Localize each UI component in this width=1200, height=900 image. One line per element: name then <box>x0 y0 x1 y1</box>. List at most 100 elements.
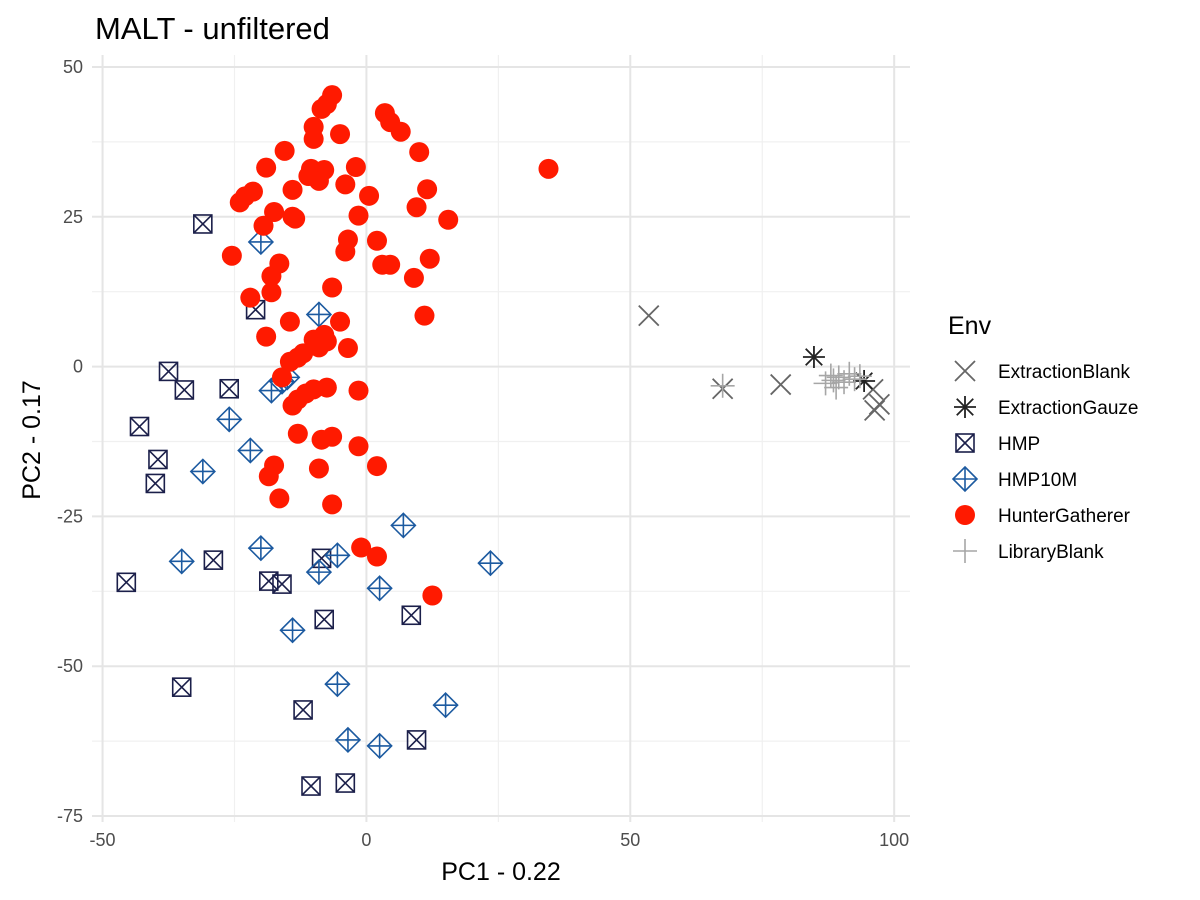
legend-item-extractionblank: ExtractionBlank <box>954 360 1131 383</box>
legend-item-libraryblank: LibraryBlank <box>953 539 1104 563</box>
data-point-huntergatherer <box>409 142 430 163</box>
data-point-huntergatherer <box>285 208 306 229</box>
data-point-huntergatherer <box>256 326 277 347</box>
data-point-huntergatherer <box>271 367 292 388</box>
data-point-hmp <box>148 449 168 470</box>
legend-label: LibraryBlank <box>998 542 1104 563</box>
data-point-hmp10m <box>305 558 333 586</box>
data-point-huntergatherer <box>261 282 282 303</box>
x-tick-label: 100 <box>879 830 909 850</box>
data-point-huntergatherer <box>366 230 387 251</box>
data-point-hmp <box>145 473 166 494</box>
data-point-huntergatherer <box>417 179 438 200</box>
data-point-huntergatherer <box>390 121 411 142</box>
y-tick-label: 0 <box>73 357 83 377</box>
data-point-hmp10m <box>237 437 264 464</box>
data-point-huntergatherer <box>274 140 295 161</box>
data-point-huntergatherer <box>282 395 303 416</box>
data-point-huntergatherer <box>279 351 300 372</box>
data-point-huntergatherer <box>261 266 282 287</box>
legend-key-extractionblank <box>954 360 976 382</box>
data-point-hmp <box>406 730 427 750</box>
series-libraryblank <box>710 361 872 400</box>
data-point-huntergatherer <box>279 311 300 332</box>
legend-items: ExtractionBlank ExtractionGauze HMP HMP10M H… <box>951 360 1138 563</box>
legend-label: HMP <box>998 434 1040 455</box>
data-point-huntergatherer <box>256 157 277 178</box>
data-point-huntergatherer <box>366 546 387 567</box>
y-tick-label: -50 <box>57 656 83 676</box>
data-point-libraryblank <box>842 367 867 392</box>
x-tick-label: -50 <box>90 830 116 850</box>
data-point-huntergatherer <box>380 254 401 275</box>
data-point-libraryblank <box>847 364 872 389</box>
data-point-huntergatherer <box>269 488 290 509</box>
data-point-huntergatherer <box>345 157 366 178</box>
data-point-hmp <box>171 677 192 697</box>
data-point-hmp10m <box>432 692 459 719</box>
data-point-huntergatherer <box>311 98 332 119</box>
data-point-hmp <box>335 773 356 793</box>
data-point-libraryblank <box>821 368 846 393</box>
data-point-huntergatherer <box>308 458 329 479</box>
data-point-huntergatherer <box>322 494 343 515</box>
legend-title: Env <box>948 312 992 340</box>
legend-key-hmp <box>955 433 975 453</box>
data-point-huntergatherer <box>538 158 559 179</box>
data-point-huntergatherer <box>330 311 351 332</box>
data-point-hmp10m <box>324 671 351 698</box>
x-tick-label: 0 <box>361 830 371 850</box>
data-point-huntergatherer <box>359 185 380 206</box>
data-point-huntergatherer <box>406 197 427 218</box>
data-point-hmp <box>219 378 240 399</box>
data-point-huntergatherer <box>253 215 274 236</box>
data-point-hmp <box>203 550 224 570</box>
data-point-extractionblank <box>638 305 660 327</box>
data-point-libraryblank <box>710 373 735 398</box>
data-point-huntergatherer <box>287 423 308 444</box>
data-point-huntergatherer <box>229 192 250 213</box>
data-point-huntergatherer <box>335 241 356 262</box>
series-huntergatherer <box>221 85 559 606</box>
data-point-huntergatherer <box>264 201 285 222</box>
data-point-huntergatherer <box>298 166 319 187</box>
legend-item-hmp10m: HMP10M <box>951 465 1077 493</box>
data-point-hmp <box>174 380 195 400</box>
legend-key-extractiongauze <box>954 396 976 418</box>
data-point-hmp <box>272 574 292 594</box>
legend: Env ExtractionBlank ExtractionGauze HMP HMP… <box>948 312 1138 563</box>
legend-item-huntergatherer: HunterGatherer <box>955 505 1131 527</box>
legend-label: HMP10M <box>998 470 1077 491</box>
y-axis-title: PC2 - 0.17 <box>18 380 46 500</box>
data-point-hmp10m <box>247 535 275 562</box>
series-hmp <box>116 214 427 796</box>
data-point-huntergatherer <box>403 267 424 288</box>
legend-item-hmp: HMP <box>955 433 1040 455</box>
series-extractionblank <box>638 305 891 421</box>
chart-title: MALT - unfiltered <box>95 11 330 46</box>
data-point-hmp10m <box>168 548 195 575</box>
plot-points <box>116 85 891 796</box>
data-point-hmp10m <box>366 575 393 602</box>
data-point-huntergatherer <box>414 305 435 326</box>
data-point-extractionblank <box>868 393 891 415</box>
legend-key-libraryblank <box>953 539 977 563</box>
legend-label: ExtractionGauze <box>998 398 1138 419</box>
data-point-huntergatherer <box>282 179 303 200</box>
data-point-huntergatherer <box>348 436 369 457</box>
data-point-hmp <box>293 700 313 720</box>
legend-key-hmp10m <box>951 465 979 493</box>
data-point-huntergatherer <box>351 537 372 558</box>
data-point-huntergatherer <box>311 429 332 450</box>
data-point-hmp10m <box>324 542 351 569</box>
data-point-hmp10m <box>477 550 504 577</box>
data-point-huntergatherer <box>337 338 358 359</box>
y-tick-label: 50 <box>63 57 83 77</box>
legend-label: ExtractionBlank <box>998 362 1131 383</box>
data-point-hmp10m <box>305 301 333 328</box>
data-point-huntergatherer <box>348 380 369 401</box>
data-point-hmp10m <box>279 617 306 644</box>
y-tick-label: -75 <box>57 806 83 826</box>
data-point-huntergatherer <box>322 277 343 298</box>
